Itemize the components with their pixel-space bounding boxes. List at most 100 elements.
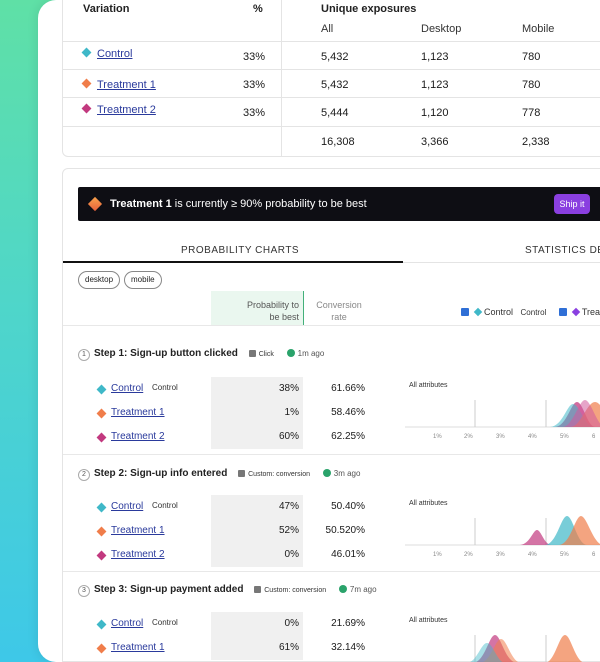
checkbox-checked-icon[interactable] <box>461 308 469 316</box>
experiment-results-card: Variation % Unique exposures All Desktop… <box>38 0 600 662</box>
result-row: Control Control 47% 50.40% <box>63 495 600 519</box>
event-tag: Click <box>258 351 274 358</box>
step-number: 2 <box>78 469 90 481</box>
total-desktop: 3,366 <box>421 136 449 148</box>
variation-link[interactable]: Control <box>111 383 144 394</box>
updated-time: 1m ago <box>297 349 325 358</box>
step-title: Step 3: Sign-up payment added <box>94 584 244 595</box>
tick-label: 1% <box>433 552 442 558</box>
legend-control-sub: Control <box>520 308 547 317</box>
control-tag: Control <box>152 383 178 392</box>
diamond-icon <box>81 78 92 89</box>
diamond-icon <box>81 47 92 58</box>
variation-link[interactable]: Treatment 1 <box>111 407 165 418</box>
probability-value: 38% <box>278 383 299 394</box>
legend-control: Control <box>484 307 514 317</box>
tab-probability-charts[interactable]: PROBABILITY CHARTS <box>181 245 300 256</box>
conversion-value: 32.14% <box>331 642 365 653</box>
tick-label: 6 <box>592 434 596 440</box>
conversion-value: 21.69% <box>331 618 365 629</box>
event-tag: Custom: conversion <box>264 587 327 594</box>
exposures-table: Variation % Unique exposures All Desktop… <box>62 0 600 157</box>
density-control <box>470 643 503 662</box>
conversion-value: 58.46% <box>331 407 365 418</box>
filter-desktop[interactable]: desktop <box>78 271 121 289</box>
checkbox-checked-icon[interactable] <box>558 308 567 316</box>
tick-label: 5% <box>560 434 569 440</box>
section-divider <box>63 454 600 455</box>
column-divider <box>281 0 282 157</box>
all-cell: 5,432 <box>321 79 349 91</box>
ship-it-button[interactable]: Ship it <box>554 194 590 214</box>
results-tabs: PROBABILITY CHARTS STATISTICS DET <box>63 239 600 263</box>
distribution-chart: All attributes <box>405 617 600 662</box>
mobile-cell: 778 <box>522 107 541 119</box>
diamond-icon <box>87 196 103 212</box>
conversion-value: 62.25% <box>331 431 365 442</box>
conv-header-line2: rate <box>331 312 347 322</box>
banner-text: Treatment 1 is currently ≥ 90% probabili… <box>110 198 367 210</box>
winner-banner: Treatment 1 is currently ≥ 90% probabili… <box>78 187 600 221</box>
variation-link[interactable]: Control <box>97 48 133 60</box>
density-overlap <box>563 400 600 427</box>
cursor-icon <box>248 350 256 357</box>
conversion-value: 46.01% <box>331 549 365 560</box>
probability-cell-bg <box>211 519 303 543</box>
probability-cell-bg <box>211 612 303 636</box>
percent-header: % <box>253 3 263 15</box>
section-divider <box>63 325 600 326</box>
step-number: 1 <box>78 349 90 361</box>
tick-label: 4% <box>528 552 537 558</box>
probability-cell-bg <box>211 425 303 449</box>
filter-mobile[interactable]: mobile <box>124 271 162 289</box>
total-mobile: 2,338 <box>522 136 550 148</box>
tick-label: 4% <box>528 434 537 440</box>
table-row-treatment-2[interactable]: Treatment 2 <box>81 103 156 116</box>
desktop-cell: 1,120 <box>421 107 449 119</box>
result-row: Treatment 1 52% 50.520% <box>63 519 600 543</box>
mobile-cell: 780 <box>522 79 541 91</box>
result-row: Control Control 38% 61.66% <box>63 377 600 401</box>
diamond-icon <box>96 502 107 513</box>
variation-header: Variation <box>83 3 130 15</box>
variation-link[interactable]: Control <box>111 618 144 629</box>
percent-cell: 33% <box>243 107 266 119</box>
desktop-cell: 1,123 <box>421 79 449 91</box>
total-all: 16,308 <box>321 136 355 148</box>
variation-link[interactable]: Treatment 2 <box>97 104 156 116</box>
result-row: Treatment 2 0% 46.01% <box>63 543 600 567</box>
tab-statistics[interactable]: STATISTICS DET <box>525 245 600 256</box>
variation-link[interactable]: Control <box>111 501 144 512</box>
variation-link[interactable]: Treatment 1 <box>97 79 156 91</box>
table-row-treatment-1[interactable]: Treatment 1 <box>81 78 156 91</box>
desktop-subheader: Desktop <box>421 23 462 35</box>
probability-value: 0% <box>284 618 299 629</box>
variation-link[interactable]: Treatment 1 <box>111 525 165 536</box>
step-2-header: 2 Step 2: Sign-up info entered Custom: co… <box>78 468 360 481</box>
code-icon <box>238 470 246 477</box>
distribution-chart: All attributes 1% 2% 3% 4% 5% 6 <box>405 500 600 570</box>
tick-label: 5% <box>560 552 569 558</box>
step-title: Step 2: Sign-up info entered <box>94 468 228 479</box>
diamond-icon <box>96 550 107 561</box>
row-divider <box>63 97 600 98</box>
chart-label: All attributes <box>409 382 448 389</box>
variation-link[interactable]: Treatment 2 <box>111 549 165 560</box>
distribution-plot <box>405 516 600 546</box>
table-row-control[interactable]: Control <box>81 47 133 60</box>
probability-value: 61% <box>278 642 299 653</box>
conv-header-line1: Conversion <box>316 300 362 310</box>
tick-label: 6 <box>592 552 596 558</box>
diamond-icon <box>81 103 92 114</box>
step-title: Step 1: Sign-up button clicked <box>94 348 238 359</box>
probability-cell-bg <box>211 401 303 425</box>
variation-link[interactable]: Treatment 2 <box>111 431 165 442</box>
step-number: 3 <box>78 585 90 597</box>
tick-label: 3% <box>496 434 505 440</box>
probability-value: 47% <box>278 501 299 512</box>
clock-icon <box>286 349 295 357</box>
step-1-header: 1 Step 1: Sign-up button clicked Click 1m… <box>78 348 324 361</box>
all-cell: 5,444 <box>321 107 349 119</box>
desktop-cell: 1,123 <box>421 51 449 63</box>
variation-link[interactable]: Treatment 1 <box>111 642 165 653</box>
